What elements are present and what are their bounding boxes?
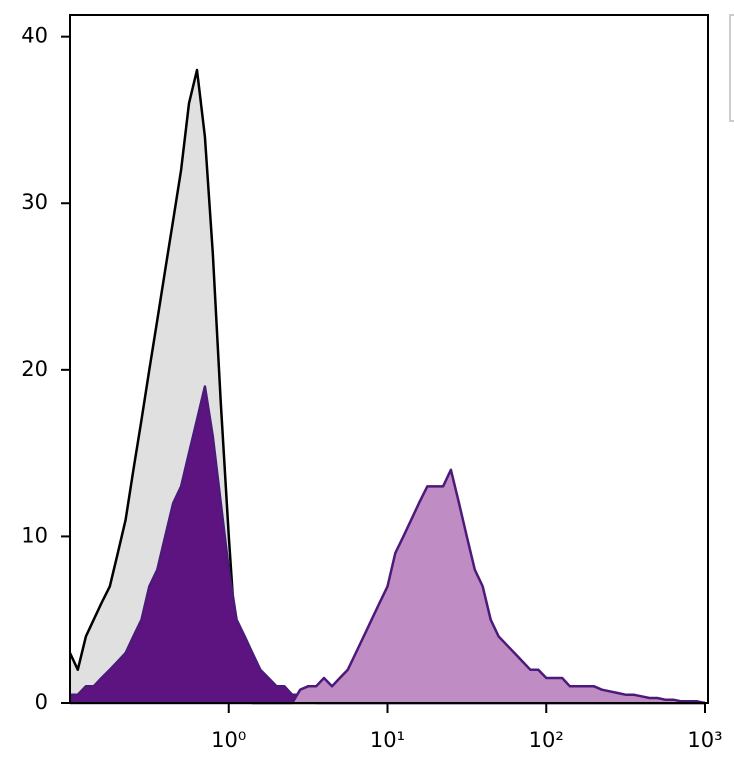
y-tick-label: 20 xyxy=(21,357,48,381)
histogram-fill xyxy=(70,386,705,703)
x-tick-label: 10² xyxy=(529,728,564,752)
y-tick-label: 0 xyxy=(35,690,48,714)
y-tick-label: 40 xyxy=(21,24,48,48)
y-tick-label: 10 xyxy=(21,523,48,547)
y-tick-label: 30 xyxy=(21,190,48,214)
x-tick-label: 10³ xyxy=(687,728,722,752)
plot-frame xyxy=(69,14,709,704)
x-tick-label: 10¹ xyxy=(370,728,405,752)
x-tick-label: 10⁰ xyxy=(211,728,246,752)
legend-box xyxy=(729,14,734,122)
